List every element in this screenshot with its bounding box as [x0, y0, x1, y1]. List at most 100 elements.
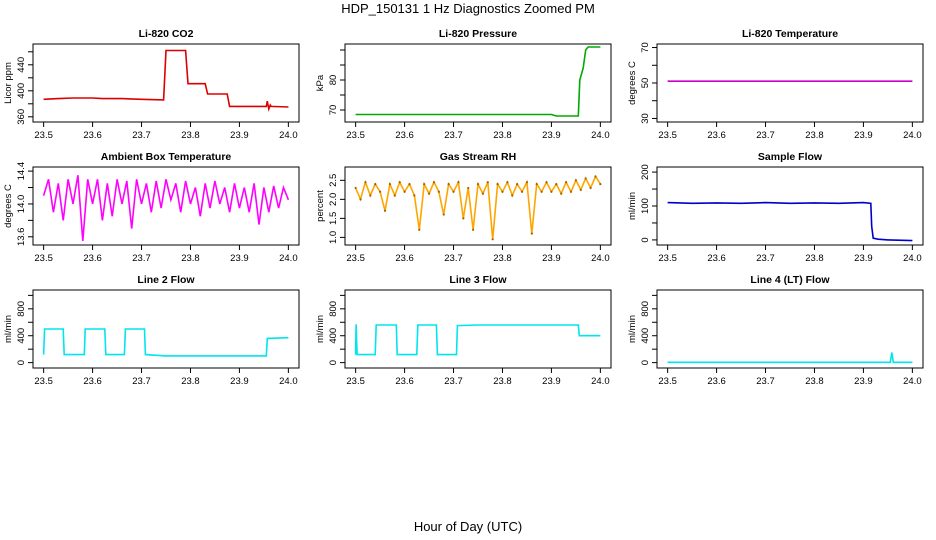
- y-tick-label: 2.0: [328, 193, 339, 206]
- series-line: [354, 324, 601, 356]
- x-tick-label: 23.5: [34, 130, 53, 141]
- series-point: [486, 181, 489, 184]
- x-tick-label: 23.7: [132, 130, 151, 141]
- y-tick-label: 400: [16, 328, 27, 344]
- series-point: [369, 194, 372, 197]
- series-point: [427, 192, 431, 195]
- series-point: [491, 238, 494, 241]
- series-point: [462, 217, 465, 220]
- x-tick-label: 23.7: [132, 376, 151, 387]
- series-point: [560, 192, 563, 195]
- y-tick-label: 80: [328, 75, 339, 86]
- y-tick-label: 14.0: [16, 195, 27, 214]
- x-tick-label: 23.8: [805, 376, 824, 387]
- panel-title: Li-820 CO2: [139, 28, 194, 40]
- x-tick-label: 23.6: [395, 253, 414, 264]
- x-tick-label: 23.7: [444, 130, 463, 141]
- panel-5: Gas Stream RH 23.5 23.6 23.7 23.8 23.9 24.0 1.0…: [315, 151, 612, 264]
- y-tick-label: 800: [328, 301, 339, 317]
- x-tick-label: 23.5: [658, 130, 677, 141]
- series-point: [354, 186, 357, 190]
- series-point: [476, 183, 480, 186]
- plot-frame: [32, 166, 300, 246]
- y-tick-label: 0: [16, 360, 27, 365]
- x-tick-label: 23.7: [444, 253, 463, 264]
- series-point: [564, 181, 568, 184]
- panel-7: Line 2 Flow 23.5 23.6 23.7 23.8 23.9 24.0 0 400 8…: [3, 274, 300, 387]
- panel-title: Line 4 (LT) Flow: [750, 274, 830, 286]
- panel-1: Li-820 CO2 23.5 23.6 23.7 23.8 23.9 24.0 360 400…: [3, 28, 300, 141]
- x-tick-label: 23.9: [230, 253, 249, 264]
- panel-3: Li-820 Temperature 23.5 23.6 23.7 23.8 23.9 24…: [627, 28, 924, 141]
- series-point: [364, 181, 367, 184]
- series-point: [501, 190, 504, 193]
- y-tick-label: 440: [16, 57, 27, 73]
- x-tick-label: 23.7: [444, 376, 463, 387]
- series-point: [432, 181, 436, 184]
- y-tick-label: 100: [640, 198, 651, 214]
- y-tick-label: 0: [328, 360, 339, 365]
- y-tick-label: 13.6: [16, 228, 27, 247]
- panel-title: Line 3 Flow: [449, 274, 507, 286]
- x-tick-label: 23.5: [34, 253, 53, 264]
- series-point: [506, 181, 509, 184]
- series-line: [42, 175, 290, 241]
- y-tick-label: 400: [328, 328, 339, 344]
- x-tick-label: 23.6: [707, 130, 726, 141]
- plot-frame: [344, 289, 612, 369]
- series-point: [545, 181, 548, 184]
- series-point: [452, 190, 455, 193]
- series-point: [359, 198, 362, 201]
- series-point: [599, 183, 602, 186]
- x-tick-label: 23.8: [181, 376, 200, 387]
- series-point: [516, 183, 519, 186]
- x-tick-label: 23.7: [756, 376, 775, 387]
- panel-6: Sample Flow 23.5 23.6 23.7 23.8 23.9 24.0 0 100 2…: [627, 151, 924, 264]
- series-point: [413, 194, 416, 197]
- y-tick-label: 200: [640, 164, 651, 180]
- y-tick-label: 70: [640, 42, 651, 53]
- x-tick-label: 23.7: [132, 253, 151, 264]
- panel-2: Li-820 Pressure 23.5 23.6 23.7 23.8 23.9 24.0 7…: [315, 28, 612, 141]
- figure-title: HDP_150131 1 Hz Diagnostics Zoomed PM: [341, 1, 595, 16]
- y-axis-label: percent: [315, 190, 326, 222]
- y-tick-label: 0: [640, 360, 651, 365]
- series-point: [403, 190, 406, 193]
- panel-title: Sample Flow: [758, 151, 823, 163]
- x-tick-label: 23.9: [854, 130, 873, 141]
- x-tick-label: 23.9: [854, 253, 873, 264]
- panel-title: Li-820 Temperature: [742, 28, 838, 40]
- series-point: [393, 194, 396, 197]
- plot-frame: [656, 43, 924, 123]
- panel-title: Gas Stream RH: [440, 151, 516, 163]
- x-tick-label: 23.7: [756, 253, 775, 264]
- x-tick-label: 23.6: [83, 376, 102, 387]
- panel-title: Ambient Box Temperature: [101, 151, 232, 163]
- x-axis-label: Hour of Day (UTC): [414, 519, 522, 534]
- y-tick-label: 1.5: [328, 212, 339, 225]
- y-tick-label: 400: [16, 83, 27, 99]
- x-tick-label: 23.9: [542, 130, 561, 141]
- series-line: [354, 174, 602, 240]
- series-point: [584, 177, 587, 180]
- y-tick-label: 0: [640, 237, 651, 242]
- plot-frame: [344, 166, 612, 246]
- y-tick-label: 70: [328, 105, 339, 116]
- y-axis-label: ml/min: [315, 315, 326, 343]
- y-tick-label: 800: [16, 301, 27, 317]
- series-point: [418, 228, 421, 231]
- panel-title: Line 2 Flow: [137, 274, 195, 286]
- panel-8: Line 3 Flow 23.5 23.6 23.7 23.8 23.9 24.0 0 400 8…: [315, 274, 612, 387]
- series-point: [447, 183, 450, 186]
- series-point: [574, 179, 577, 182]
- panel-4: Ambient Box Temperature 23.5 23.6 23.7 23.8 2…: [3, 151, 300, 264]
- series-point: [472, 228, 475, 231]
- x-tick-label: 23.6: [395, 376, 414, 387]
- y-axis-label: Licor ppm: [3, 62, 14, 104]
- series-point: [569, 190, 573, 193]
- x-tick-label: 23.8: [805, 130, 824, 141]
- y-tick-label: 2.5: [328, 174, 339, 187]
- series-point: [540, 190, 543, 193]
- series-point: [408, 183, 411, 186]
